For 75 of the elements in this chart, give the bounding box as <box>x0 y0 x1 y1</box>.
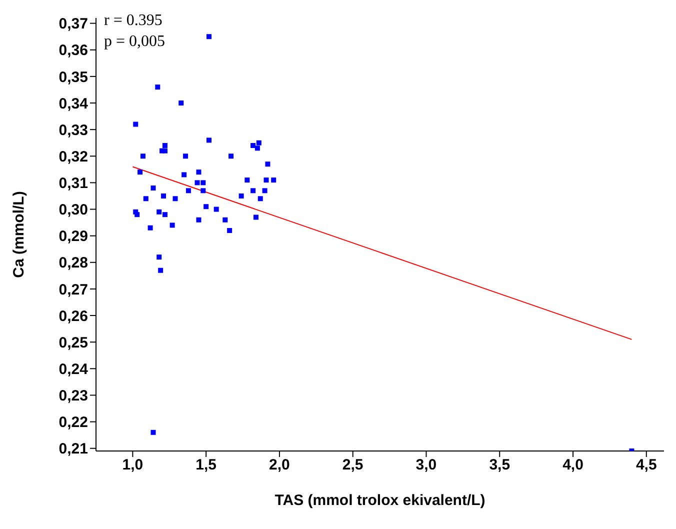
point <box>238 193 244 198</box>
x-tick-label: 2,5 <box>342 456 364 474</box>
point <box>170 222 175 228</box>
annotation: p = 0,005 <box>104 32 166 52</box>
point <box>204 204 209 210</box>
point <box>150 430 156 435</box>
point <box>258 196 263 202</box>
point <box>256 140 262 146</box>
point <box>161 193 166 198</box>
y-tick-label: 0,26 <box>58 308 88 325</box>
x-tick-label: 1,5 <box>196 456 217 474</box>
annotation: r = 0.395 <box>104 11 164 31</box>
y-axis-title: Ca (mmol/L) <box>10 191 28 278</box>
y-tick-label: 0,23 <box>58 388 88 405</box>
point <box>200 180 206 186</box>
point <box>227 228 232 234</box>
point <box>253 214 258 220</box>
y-tick-label: 0,30 <box>58 202 88 219</box>
y-tick-label: 0,21 <box>58 440 88 458</box>
x-tick-label: 4,0 <box>562 456 584 474</box>
point <box>138 170 143 175</box>
point <box>200 188 206 194</box>
point <box>254 146 260 151</box>
point <box>228 154 234 159</box>
point <box>250 143 256 148</box>
x-tick-label: 4,5 <box>636 456 657 474</box>
point <box>158 268 164 273</box>
point <box>133 122 138 127</box>
y-tick-label: 0,32 <box>58 148 88 166</box>
point <box>143 196 148 202</box>
y-tick-label: 0,22 <box>58 414 88 432</box>
y-tick-label: 0,27 <box>58 281 88 298</box>
point <box>196 170 202 175</box>
y-tick-label: 0,25 <box>58 334 88 352</box>
point <box>162 143 168 148</box>
point <box>156 254 162 260</box>
y-tick-label: 0,24 <box>58 360 89 378</box>
point <box>134 212 140 218</box>
y-tick-label: 0,35 <box>58 68 88 86</box>
x-tick-label: 3,0 <box>416 456 437 474</box>
point <box>150 186 156 191</box>
point <box>262 188 268 194</box>
y-tick-label: 0,28 <box>58 254 88 272</box>
point <box>178 100 184 106</box>
point <box>148 225 153 230</box>
point <box>250 188 256 194</box>
y-tick-label: 0,29 <box>58 228 88 246</box>
y-tick-label: 0,31 <box>58 175 88 192</box>
x-axis-title: TAS (mmol trolox ekivalent/L) <box>274 492 486 509</box>
x-tick-label: 2,0 <box>269 456 290 474</box>
point <box>206 34 212 40</box>
y-tick-label: 0,34 <box>58 95 89 112</box>
point <box>186 188 191 194</box>
point <box>271 178 276 183</box>
point <box>156 209 162 214</box>
point <box>162 212 168 218</box>
point <box>222 217 228 222</box>
x-tick-label: 3,5 <box>489 456 510 474</box>
point <box>206 138 212 143</box>
point <box>162 148 168 154</box>
point <box>183 154 188 159</box>
point <box>172 196 178 202</box>
point <box>264 178 269 183</box>
y-tick-label: 0,36 <box>58 42 88 60</box>
point <box>182 172 187 178</box>
point <box>196 217 202 222</box>
y-tick-label: 0,33 <box>58 122 88 139</box>
point <box>194 180 200 186</box>
x-tick-label: 1,0 <box>122 456 144 474</box>
point <box>265 162 270 167</box>
y-tick-label: 0,37 <box>58 16 88 33</box>
point <box>155 84 160 90</box>
point <box>244 178 250 183</box>
point <box>140 154 146 159</box>
point <box>214 206 219 212</box>
